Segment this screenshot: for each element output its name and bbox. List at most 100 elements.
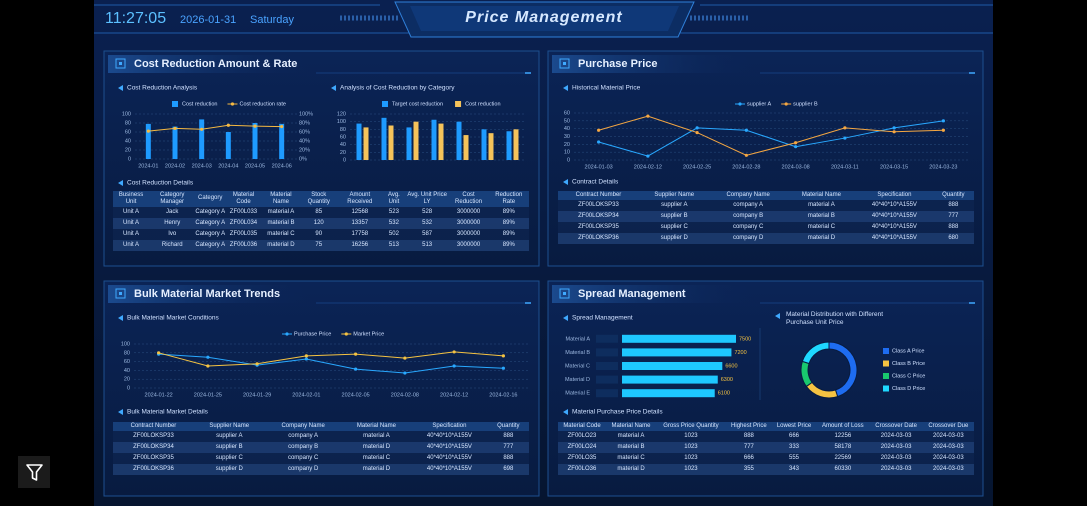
table-cell: 2024-03-03 [869,463,923,475]
point [280,125,284,129]
column-header: Supplier Name [193,422,265,431]
table-row: ZF00LO24 material B 1023 777 333 58178 2024-03… [558,441,974,453]
x-tick-label: 2024-03-08 [782,164,810,170]
point [157,351,161,355]
table-row: ZF00LO23 material A 1023 888 666 12256 2024-03… [558,430,974,442]
table-cell: ZF00LOKSP33 [558,199,639,211]
y-tick-label: 40% [299,138,310,144]
time: 11:27:05 [105,10,166,27]
table-cell: 513 [405,239,449,251]
table-cell: ZF00LOKSP34 [113,441,194,453]
column-header: Reduction Rate [488,191,529,207]
table-cell: 555 [771,452,817,464]
x-tick-label: 2024-03-15 [880,164,908,170]
bar [438,123,444,160]
bar [356,123,362,160]
table-cell: 89% [488,206,529,218]
bullet [118,85,123,91]
table-cell: 58178 [816,441,870,453]
value-label: 6100 [718,391,730,397]
column-header: Material Name [786,191,857,200]
y-tick-label: Material A [566,336,591,342]
y-tick-label: 20% [299,147,310,153]
point [226,123,230,127]
bar [488,133,494,160]
title-icon-dot [119,62,122,65]
legend-swatch-dot [230,102,235,106]
title-icon-dot [563,62,566,65]
bar [431,119,437,160]
x-tick-label: 2024-02-12 [634,164,662,170]
column-header: Material Name [341,422,412,431]
table-cell: 89% [488,239,529,251]
title-bar [552,285,760,303]
table-cell: 40*40*10*A155V [411,463,488,475]
y-tick-label: 80 [124,350,130,356]
table-cell: 528 [405,206,449,218]
column-header: Category [195,191,226,207]
table-cell: material D [261,239,300,251]
table-cell: 90 [300,228,338,240]
table-cell: 666 [771,430,817,442]
filter-icon[interactable] [26,464,43,481]
table-header-row: Material Code Material Name Gross Price Qu… [558,422,974,431]
table-cell: 888 [932,221,974,233]
filter-button-bg[interactable] [18,456,50,488]
table-cell: 888 [487,430,529,442]
x-tick-label: 2024-06 [272,163,292,169]
table-cell: 532 [405,217,449,229]
point [646,114,650,118]
table-cell: 355 [725,463,772,475]
y-tick-label: 40 [125,138,131,144]
column-header: Contract Number [113,422,194,431]
legend-swatch-dot [784,102,788,106]
column-header: Highest Price [725,422,772,431]
table-cell: 698 [487,463,529,475]
bar [172,126,178,159]
bar-track [596,375,618,384]
column-header: Avg. Unit [382,191,406,207]
table-cell: material A [605,430,656,442]
bar [456,121,462,160]
table-cell: 85 [300,206,338,218]
chart-title: Analysis of Cost Reduction by Category [340,85,455,92]
y-tick-label: 100 [337,119,346,125]
point [794,145,798,149]
legend-swatch [883,360,889,367]
y-tick-label: Material C [565,363,590,369]
table-cell: 1023 [655,430,726,442]
point [146,129,150,133]
column-header: Company Name [264,422,342,431]
bar [622,362,723,370]
panel-title: Purchase Price [578,58,658,70]
panel-title: Bulk Material Market Trends [134,288,280,300]
y-tick-label: 20 [564,142,570,148]
chart-title: Bulk Material Market Conditions [127,315,220,322]
bar [506,131,512,160]
table-cell: material A [786,199,857,211]
data-table: Contract Number Supplier Name Company Name… [558,191,974,244]
value-label: 7200 [734,350,746,356]
column-header: Category Manager [149,191,196,207]
title-icon-dot [119,292,122,295]
bar [199,119,205,159]
point [304,357,308,361]
filter-button[interactable] [18,456,50,488]
point [941,119,945,123]
x-tick-label: 2024-01-22 [145,392,173,398]
table-cell: ZF00LOKSP33 [113,430,194,442]
table-cell: 22569 [816,452,870,464]
table-cell: 40*40*10*A155V [411,441,488,453]
table-cell: ZF00LO35 [558,452,606,464]
table-cell: 513 [382,239,406,251]
legend-label: Market Price [353,331,384,337]
table-cell: Unit A [113,239,150,251]
table-cell: ZF00LOKSP35 [113,452,194,464]
table-cell: material C [605,452,656,464]
column-header: Amount Received [337,191,383,207]
chart-title: Material Purchase Price Details [572,409,663,416]
column-header: Gross Price Quantity [655,422,726,431]
